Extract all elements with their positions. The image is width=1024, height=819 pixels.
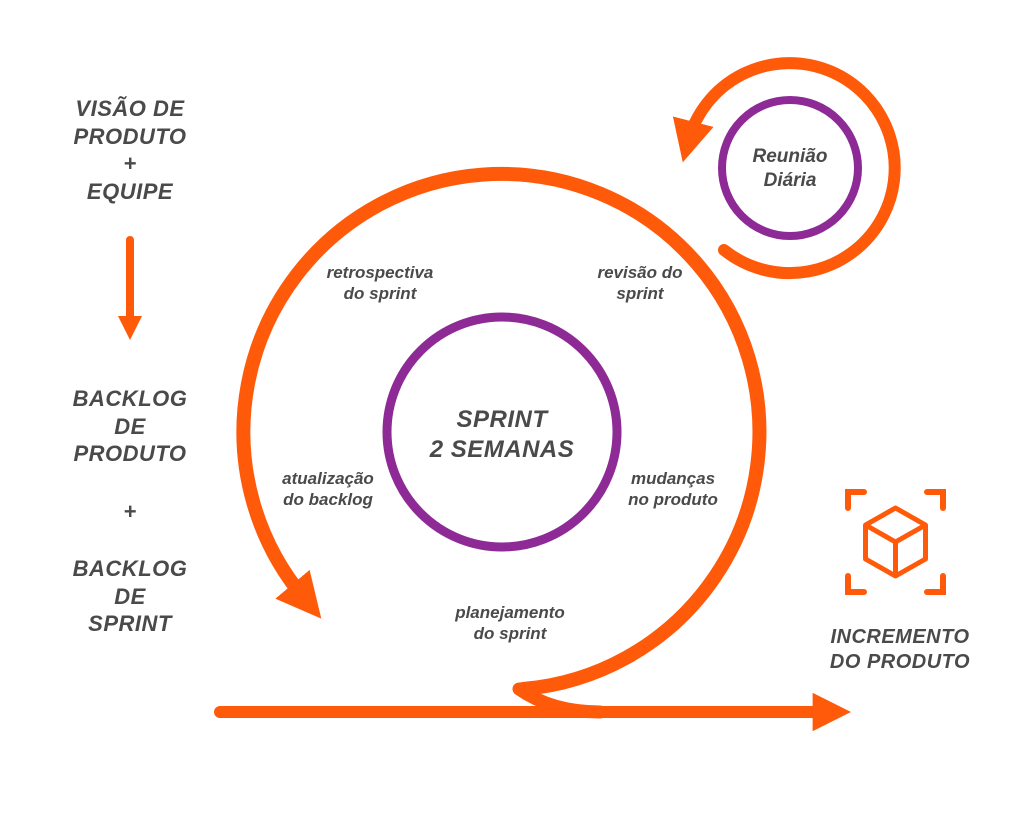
vision-team-label: VISÃO DEPRODUTO+EQUIPE	[60, 95, 200, 205]
product-changes-label: mudançasno produto	[608, 468, 738, 511]
retro-label: retrospectivado sprint	[300, 262, 460, 305]
loop-to-line-connector	[519, 689, 600, 712]
product-cube-icon	[848, 492, 943, 592]
sprint-backlog-label: BACKLOGDESPRINT	[60, 555, 200, 638]
review-label: revisão dosprint	[570, 262, 710, 305]
plus-label: +	[60, 498, 200, 526]
daily-meeting-label: ReuniãoDiária	[725, 145, 855, 193]
sprint-center-label: SPRINT2 SEMANAS	[392, 405, 612, 465]
planning-label: planejamentodo sprint	[430, 602, 590, 645]
product-backlog-label: BACKLOGDEPRODUTO	[60, 385, 200, 468]
backlog-update-label: atualizaçãodo backlog	[258, 468, 398, 511]
increment-label: INCREMENTODO PRODUTO	[810, 625, 990, 675]
